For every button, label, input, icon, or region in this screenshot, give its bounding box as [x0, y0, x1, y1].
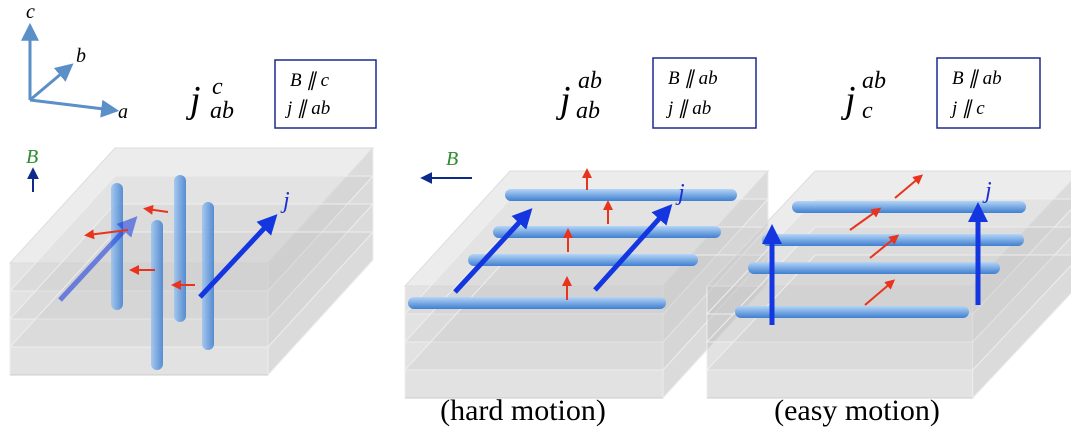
axis-label: b [76, 45, 86, 67]
force-arrows [562, 168, 613, 300]
subscript: ab [576, 98, 600, 124]
current-label: j [280, 188, 290, 214]
condition: B ∥ ab [668, 68, 718, 89]
current-arrows [453, 204, 673, 294]
symbol: j [555, 79, 571, 121]
vortex-rods [408, 189, 737, 309]
caption: (easy motion) [774, 394, 940, 427]
condition: B ∥ c [290, 70, 330, 91]
current-label: j [982, 178, 992, 204]
condition: j ∥ ab [665, 98, 711, 119]
axes [21, 22, 120, 118]
force-arrows [849, 174, 924, 306]
superscript: ab [578, 68, 602, 94]
symbol: j [185, 79, 201, 121]
force-arrows [84, 204, 195, 290]
condition: j ∥ c [949, 98, 985, 119]
caption: (hard motion) [440, 394, 606, 427]
field-label: B [446, 148, 458, 170]
axis-label: c [26, 1, 35, 23]
condition-box [274, 59, 377, 129]
symbol: j [840, 79, 856, 121]
condition: j ∥ ab [284, 98, 330, 119]
field-label: B [26, 146, 38, 168]
condition-box [936, 57, 1041, 129]
condition-box [652, 57, 757, 129]
current-arrows [58, 214, 278, 302]
axis-label: a [118, 101, 128, 123]
current-arrows [762, 202, 988, 325]
current-label: j [675, 180, 685, 206]
subscript: ab [210, 98, 234, 124]
superscript: ab [862, 68, 886, 94]
subscript: c [862, 98, 873, 124]
superscript: c [212, 74, 223, 100]
slab [9, 147, 374, 376]
condition: B ∥ ab [952, 68, 1002, 89]
